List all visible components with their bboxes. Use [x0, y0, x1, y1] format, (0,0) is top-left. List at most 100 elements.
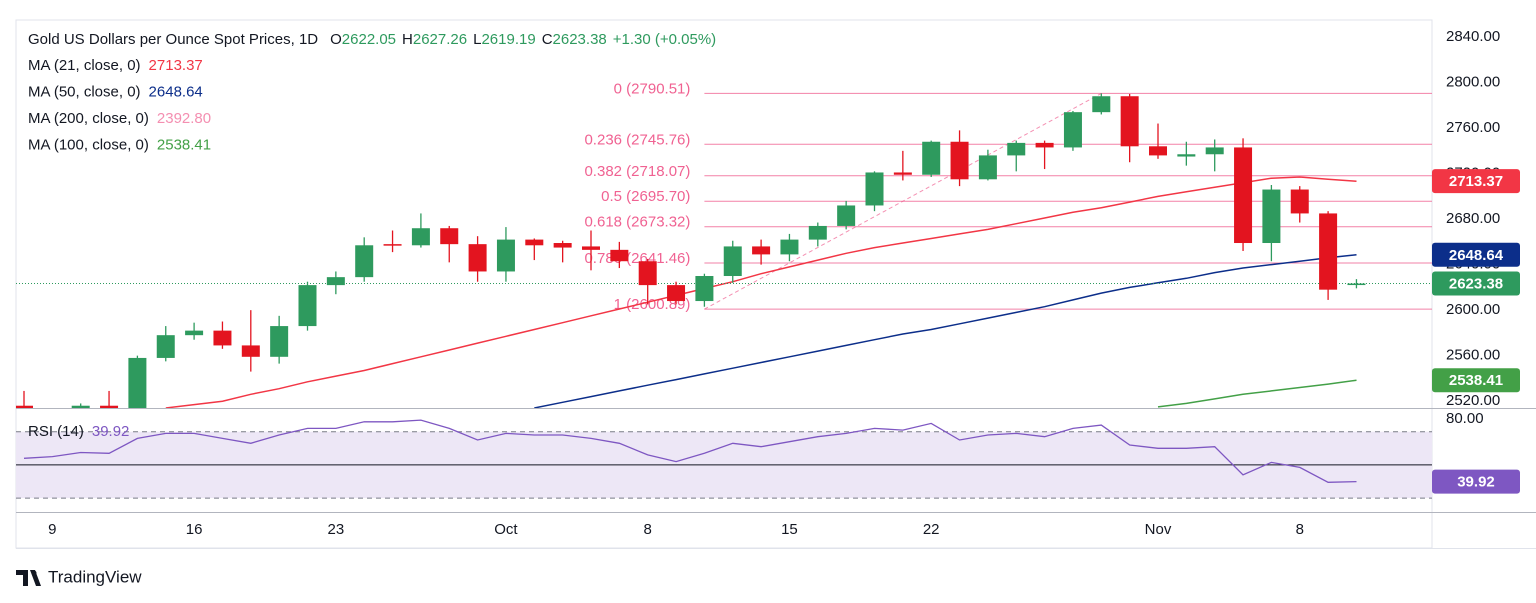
rsi-name: RSI (14) [28, 423, 84, 440]
legend-entry: MA (21, close, 0) 2713.37 [28, 57, 203, 74]
candle-body [1035, 142, 1054, 148]
candle-body [411, 228, 430, 246]
candle-body [752, 246, 771, 255]
candle-body [1149, 146, 1167, 156]
legend-value: 2648.64 [149, 83, 203, 100]
logo-dot [31, 570, 37, 576]
candle-body [326, 277, 345, 286]
legend-name: MA (200, close, 0) [28, 110, 149, 127]
ma-line [534, 254, 1357, 408]
legend-name: MA (21, close, 0) [28, 57, 141, 74]
candle-body [922, 141, 941, 175]
candle-body [865, 172, 884, 206]
ma50-badge: 2648.64 [1449, 247, 1504, 264]
fib-label: 0.5 (2695.70) [601, 188, 690, 205]
header: Gold US Dollars per Ounce Spot Prices, 1… [28, 31, 716, 48]
legend-entry: MA (200, close, 0) 2392.80 [28, 110, 211, 127]
candle-body [355, 245, 374, 278]
legend-value: 2538.41 [157, 136, 211, 153]
candle-body [610, 249, 629, 262]
candle-body [978, 155, 997, 180]
legend-entry: MA (50, close, 0) 2648.64 [28, 83, 203, 100]
candle-body [1290, 189, 1309, 214]
fib-trend [704, 92, 1102, 310]
x-tick-label: 16 [186, 521, 203, 538]
candle-body [1262, 189, 1281, 244]
change: +1.30 (+0.05%) [613, 31, 716, 48]
fib-label: 0.618 (2673.32) [584, 214, 690, 231]
x-tick-label: 9 [48, 521, 56, 538]
x-tick-label: 23 [328, 521, 345, 538]
rsi-pane [16, 419, 1432, 499]
close-badge-bg [1432, 271, 1520, 296]
ma21-badge-bg [1432, 169, 1520, 194]
logo: TradingView [16, 567, 142, 586]
y-tick-label: 2560.00 [1446, 347, 1500, 364]
legend-name: MA (100, close, 0) [28, 136, 149, 153]
x-tick-label: 22 [923, 521, 940, 538]
candle-body [808, 225, 827, 240]
candle-body [553, 243, 572, 248]
overlay: 2520.002560.002600.002640.002680.002720.… [28, 28, 1520, 538]
x-tick-label: 15 [781, 521, 798, 538]
y-tick-label: 2800.00 [1446, 74, 1500, 91]
candle-body [128, 357, 147, 408]
candle-body [695, 276, 714, 302]
candle-body [723, 246, 742, 277]
candle-body [213, 330, 232, 346]
candle-body [16, 405, 33, 408]
candle-body [1120, 96, 1139, 147]
ma-line [165, 176, 1357, 408]
ma100-badge: 2538.41 [1449, 372, 1503, 389]
field-key: O [330, 31, 342, 48]
fib-label: 0.786 (2641.46) [584, 250, 690, 267]
rsi-value: 39.92 [92, 423, 130, 440]
rsi-tick-label: 80.00 [1446, 410, 1484, 427]
legend-entry: MA (100, close, 0) 2538.41 [28, 136, 211, 153]
rsi-badge-bg [1432, 469, 1520, 494]
rsi-line [23, 419, 1357, 483]
candle-body [71, 405, 90, 408]
candle-body [1092, 96, 1111, 113]
candle-body [100, 405, 119, 408]
candle-body [1347, 283, 1366, 286]
candle-body [383, 244, 402, 246]
legend-value: 2392.80 [157, 110, 211, 127]
legend-name: MA (50, close, 0) [28, 83, 141, 100]
y-tick-label: 2840.00 [1446, 28, 1500, 45]
candle-body [1319, 213, 1338, 290]
candle-body [780, 239, 799, 255]
candle-body [440, 228, 459, 245]
rsi-badge: 39.92 [1457, 474, 1495, 491]
y-tick-label: 2760.00 [1446, 119, 1500, 136]
fib-label: 0.382 (2718.07) [584, 163, 690, 180]
x-tick-label: 8 [1296, 521, 1304, 538]
ma100-badge-bg [1432, 368, 1520, 393]
y-tick-label: 2520.00 [1446, 392, 1500, 409]
candle-body [1063, 112, 1082, 148]
candle-body [496, 239, 515, 272]
field-key: C [542, 31, 553, 48]
x-tick-label: Nov [1145, 521, 1172, 538]
y-tick-label: 2600.00 [1446, 301, 1500, 318]
ma21-badge: 2713.37 [1449, 173, 1503, 190]
y-tick-label: 2680.00 [1446, 210, 1500, 227]
candle-body [156, 335, 175, 358]
candle-body [241, 345, 260, 357]
candle-body [950, 141, 969, 180]
rsi-legend: RSI (14) 39.92 [28, 423, 129, 440]
candle-body [638, 261, 657, 286]
brand: TradingView [48, 567, 142, 586]
candle-body [1205, 147, 1224, 155]
candle-body [1177, 154, 1196, 157]
fib-label: 0.236 (2745.76) [584, 131, 690, 148]
candle-body [1007, 142, 1026, 156]
candle-body [893, 172, 912, 175]
price-pane: 0 (2790.51) 0.236 (2745.76) 0.382 (2718.07… [16, 80, 1432, 408]
field-value: 2623.38 [553, 31, 607, 48]
close-badge: 2623.38 [1449, 276, 1503, 293]
candle-body [667, 285, 686, 302]
field-key: H [402, 31, 413, 48]
x-tick-label: Oct [494, 521, 518, 538]
candle-body [468, 244, 487, 272]
